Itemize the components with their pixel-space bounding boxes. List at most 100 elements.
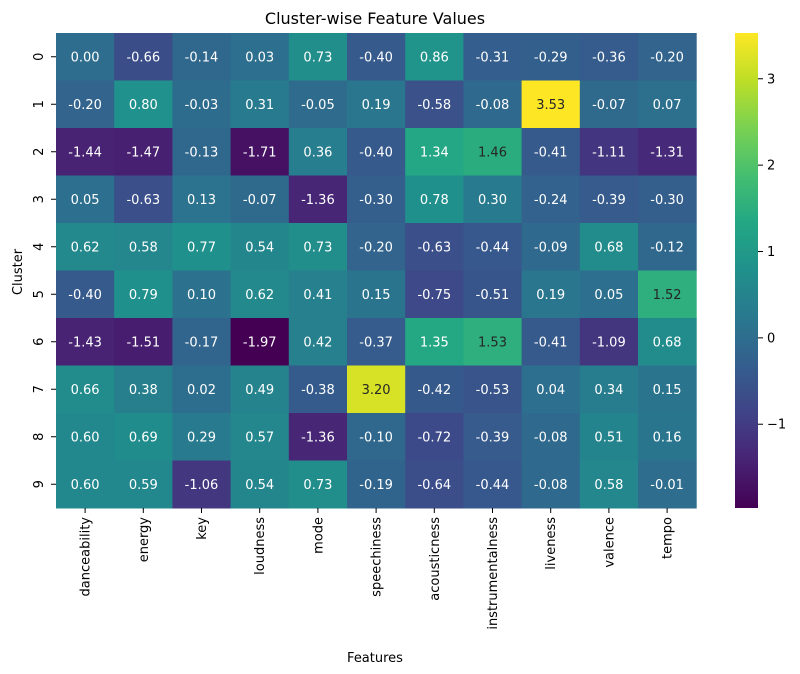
cell-value-label: -1.11: [592, 145, 626, 160]
heatmap-cell: [521, 318, 581, 366]
heatmap-cell: [463, 33, 523, 81]
cell-value-label: 0.41: [303, 288, 332, 303]
heatmap-cell: [56, 175, 115, 224]
cell-value-label: 0.79: [129, 288, 158, 303]
heatmap-cell: [521, 128, 581, 176]
cell-value-label: 1.34: [420, 145, 449, 160]
heatmap-cell: [638, 80, 697, 129]
heatmap-cell: [288, 175, 348, 224]
heatmap-cell: [579, 80, 639, 129]
cell-value-label: -0.03: [185, 98, 219, 113]
y-tick-label: 4: [32, 243, 47, 251]
heatmap-cell: [114, 270, 173, 319]
y-tick-label: 5: [32, 290, 47, 298]
cell-value-label: 0.73: [303, 478, 332, 493]
heatmap-cell: [56, 223, 115, 271]
cell-value-label: -0.44: [476, 240, 510, 255]
cell-value-label: -1.36: [301, 430, 335, 445]
chart-title: Cluster-wise Feature Values: [265, 9, 485, 28]
cell-value-label: -0.44: [476, 478, 510, 493]
cell-value-label: -0.30: [359, 193, 393, 208]
cell-value-label: -0.58: [417, 98, 451, 113]
cell-value-label: 0.60: [71, 430, 100, 445]
heatmap-cell: [579, 318, 639, 366]
heatmap-cell: [521, 365, 581, 414]
cell-value-label: -0.63: [126, 193, 160, 208]
heatmap-cell: [579, 460, 639, 509]
cell-value-label: -0.29: [534, 50, 568, 65]
cell-value-label: 0.02: [187, 383, 216, 398]
cell-value-label: 0.80: [129, 98, 158, 113]
cell-value-label: 0.31: [245, 98, 274, 113]
heatmap-cell: [114, 365, 173, 414]
heatmap-cell: [638, 128, 697, 176]
heatmap-cell: [172, 128, 232, 176]
heatmap-cell: [347, 80, 406, 129]
heatmap-cell: [114, 223, 173, 271]
heatmap-cell: [463, 413, 523, 461]
heatmap-cell: [172, 270, 232, 319]
cell-value-label: -1.47: [126, 145, 160, 160]
heatmap-cell: [114, 80, 173, 129]
cell-value-label: 0.58: [129, 240, 158, 255]
colorbar-gradient: [735, 33, 758, 508]
heatmap-cell: [638, 318, 697, 366]
heatmap-cell: [463, 80, 523, 129]
cell-value-label: -0.41: [534, 145, 568, 160]
heatmap-cell: [579, 128, 639, 176]
cell-value-label: -0.40: [359, 145, 393, 160]
y-axis-ticks: 0 1 2 3 4 5 6 7 8 9: [32, 53, 56, 488]
y-tick-label: 2: [32, 148, 47, 156]
heatmap-cell: [405, 365, 464, 414]
cell-value-label: 1.35: [420, 335, 449, 350]
heatmap-cell: [521, 80, 581, 129]
heatmap-cell: [347, 223, 406, 271]
cell-value-label: 0.62: [71, 240, 100, 255]
cell-value-label: -1.71: [243, 145, 277, 160]
heatmap-cell: [463, 270, 523, 319]
cell-value-label: -1.09: [592, 335, 626, 350]
y-axis-label: Cluster: [11, 248, 26, 295]
heatmap-cell: [463, 223, 523, 271]
cell-value-label: 0.03: [245, 50, 274, 65]
cell-value-label: -0.19: [359, 478, 393, 493]
cell-value-label: 0.54: [245, 478, 274, 493]
heatmap-cell: [405, 318, 464, 366]
cell-value-label: -0.20: [650, 50, 684, 65]
cell-value-label: 0.73: [303, 240, 332, 255]
heatmap-cell: [347, 318, 406, 366]
heatmap-cell: [114, 175, 173, 224]
heatmap-cell: [56, 128, 115, 176]
heatmap-cell: [56, 460, 115, 509]
heatmap-cell: [230, 413, 290, 461]
heatmap-cell: [56, 80, 115, 129]
heatmap-cell: [230, 460, 290, 509]
x-tick-label: danceability: [79, 517, 94, 597]
cell-value-label: 0.07: [653, 98, 682, 113]
heatmap-cell: [288, 413, 348, 461]
heatmap-cell: [579, 175, 639, 224]
heatmap-cell: [521, 175, 581, 224]
heatmap-cell: [56, 365, 115, 414]
heatmap-cell: [347, 128, 406, 176]
heatmap-cell: [230, 33, 290, 81]
cell-value-label: 0.05: [594, 288, 623, 303]
cell-value-label: -0.12: [650, 240, 684, 255]
cell-value-label: 0.15: [362, 288, 391, 303]
heatmap-cell: [288, 128, 348, 176]
heatmap-cell: [405, 270, 464, 319]
heatmap-cell: [230, 128, 290, 176]
heatmap-cell: [114, 413, 173, 461]
cell-value-label: -0.07: [592, 98, 626, 113]
cell-value-label: 3.20: [362, 383, 391, 398]
cell-value-label: 0.62: [245, 288, 274, 303]
cell-value-label: -0.39: [476, 430, 510, 445]
heatmap-cell: [579, 270, 639, 319]
x-tick-label: liveness: [544, 517, 559, 570]
heatmap-cell: [579, 413, 639, 461]
cell-value-label: -0.40: [68, 288, 102, 303]
cell-value-label: 0.60: [71, 478, 100, 493]
heatmap-cell: [172, 318, 232, 366]
y-tick-label: 3: [32, 195, 47, 203]
